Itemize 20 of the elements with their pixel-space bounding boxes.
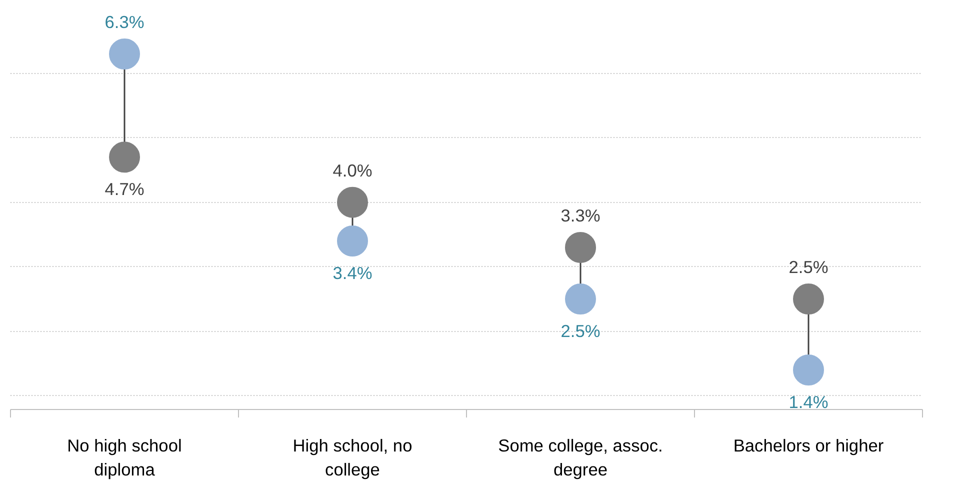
x-tick-label: High school, no college <box>292 436 412 480</box>
point <box>565 232 596 263</box>
x-tick-label: Some college, assoc. degree <box>498 436 663 480</box>
x-tick-label: Bachelors or higher <box>733 436 884 456</box>
point <box>565 284 596 315</box>
point <box>793 354 824 386</box>
data-label: 1.4% <box>788 392 828 412</box>
data-label: 6.3% <box>104 12 144 32</box>
data-label: 3.4% <box>332 263 372 284</box>
data-label: 4.7% <box>104 179 144 200</box>
data-label: 2.5% <box>560 321 600 342</box>
point <box>109 38 140 70</box>
data-label: 2.5% <box>788 257 828 278</box>
point <box>793 284 824 315</box>
point <box>109 142 140 173</box>
data-label: 4.0% <box>332 160 372 180</box>
point <box>337 226 368 256</box>
x-tick-label: No high school diploma <box>67 436 182 480</box>
point <box>337 186 368 218</box>
data-label: 3.3% <box>560 205 600 226</box>
